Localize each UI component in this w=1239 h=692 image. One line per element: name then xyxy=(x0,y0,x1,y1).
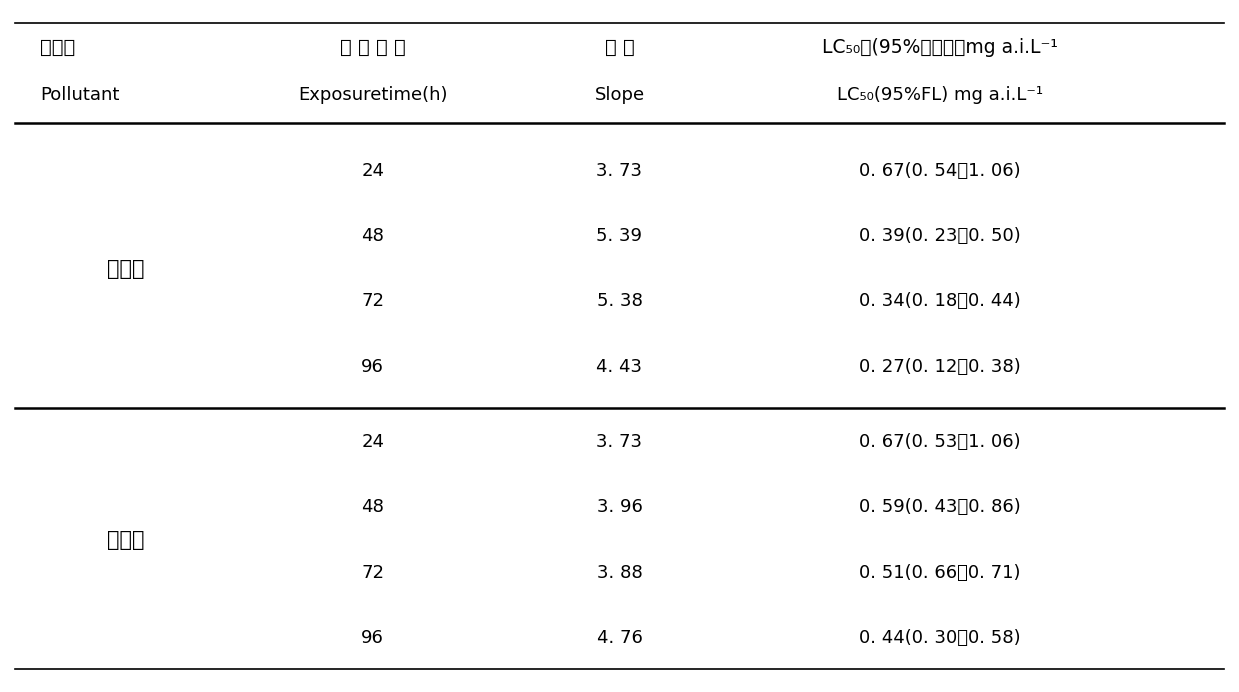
Text: 0. 51(0. 66－0. 71): 0. 51(0. 66－0. 71) xyxy=(860,563,1021,581)
Text: 丁草胺: 丁草胺 xyxy=(108,530,145,550)
Text: 4. 43: 4. 43 xyxy=(596,358,643,376)
Text: 暴 露 时 间: 暴 露 时 间 xyxy=(339,38,405,57)
Text: 0. 44(0. 30－0. 58): 0. 44(0. 30－0. 58) xyxy=(860,629,1021,647)
Text: 斜 率: 斜 率 xyxy=(605,38,634,57)
Text: 0. 67(0. 53－1. 06): 0. 67(0. 53－1. 06) xyxy=(860,433,1021,451)
Text: Slope: Slope xyxy=(595,86,644,104)
Text: 48: 48 xyxy=(362,227,384,245)
Text: 24: 24 xyxy=(362,433,384,451)
Text: LC₅₀值(95%置信限）mg a.i.L⁻¹: LC₅₀值(95%置信限）mg a.i.L⁻¹ xyxy=(823,38,1058,57)
Text: 污染物: 污染物 xyxy=(40,38,76,57)
Text: 0. 59(0. 43－0. 86): 0. 59(0. 43－0. 86) xyxy=(860,498,1021,516)
Text: 5. 38: 5. 38 xyxy=(596,293,643,311)
Text: 3. 88: 3. 88 xyxy=(597,563,642,581)
Text: 0. 39(0. 23－0. 50): 0. 39(0. 23－0. 50) xyxy=(860,227,1021,245)
Text: 4. 76: 4. 76 xyxy=(596,629,643,647)
Text: 72: 72 xyxy=(362,563,384,581)
Text: 24: 24 xyxy=(362,162,384,180)
Text: 3. 73: 3. 73 xyxy=(596,433,643,451)
Text: 0. 67(0. 54－1. 06): 0. 67(0. 54－1. 06) xyxy=(860,162,1021,180)
Text: 96: 96 xyxy=(362,358,384,376)
Text: 0. 34(0. 18－0. 44): 0. 34(0. 18－0. 44) xyxy=(860,293,1021,311)
Text: 3. 73: 3. 73 xyxy=(596,162,643,180)
Text: 5. 39: 5. 39 xyxy=(596,227,643,245)
Text: 毒死蜱: 毒死蜱 xyxy=(108,259,145,279)
Text: Pollutant: Pollutant xyxy=(40,86,119,104)
Text: 3. 96: 3. 96 xyxy=(596,498,643,516)
Text: 0. 27(0. 12－0. 38): 0. 27(0. 12－0. 38) xyxy=(860,358,1021,376)
Text: LC₅₀(95%FL) mg a.i.L⁻¹: LC₅₀(95%FL) mg a.i.L⁻¹ xyxy=(838,86,1043,104)
Text: 72: 72 xyxy=(362,293,384,311)
Text: 48: 48 xyxy=(362,498,384,516)
Text: Exposuretime(h): Exposuretime(h) xyxy=(299,86,447,104)
Text: 96: 96 xyxy=(362,629,384,647)
